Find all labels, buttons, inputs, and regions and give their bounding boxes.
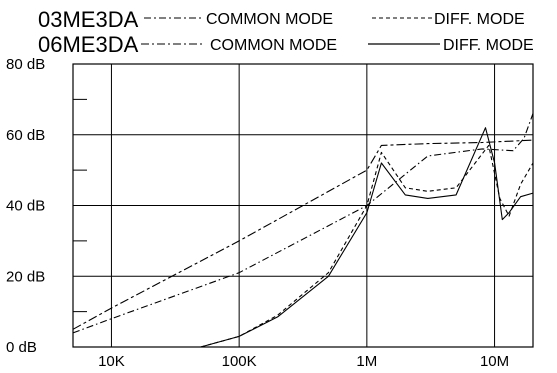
legend-label-06me3da-common: COMMON MODE [210,37,337,54]
y-tick-labels: 0 dB 20 dB 40 dB 60 dB 80 dB [6,56,45,356]
legend: 03ME3DA COMMON MODE DIFF. MODE 06ME3DA C… [38,7,534,57]
legend-group-06me3da: 06ME3DA [38,32,139,57]
legend-label-06me3da-diff: DIFF. MODE [443,37,534,54]
series-line-3 [72,113,534,334]
y-tick-label: 40 dB [6,198,45,215]
legend-group-03me3da: 03ME3DA [38,7,139,32]
minor-ticks [73,98,87,313]
x-tick-label: 100K [222,353,257,370]
y-tick-label: 20 dB [6,268,45,285]
series-lines [72,113,534,348]
x-tick-label: 10M [480,353,509,370]
x-tick-label: 1M [356,353,377,370]
y-tick-label: 60 dB [6,127,45,144]
grid [73,64,533,347]
x-tick-labels: 10K 100K 1M 10M [98,353,509,370]
plot-frame [72,63,534,348]
series-line-4 [200,127,534,348]
y-tick-label: 80 dB [6,56,45,73]
x-tick-label: 10K [98,353,125,370]
legend-label-03me3da-diff: DIFF. MODE [434,11,525,28]
series-line-2 [200,144,534,348]
series-line-1 [72,139,534,330]
legend-label-03me3da-common: COMMON MODE [206,11,333,28]
y-tick-label: 0 dB [6,339,37,356]
